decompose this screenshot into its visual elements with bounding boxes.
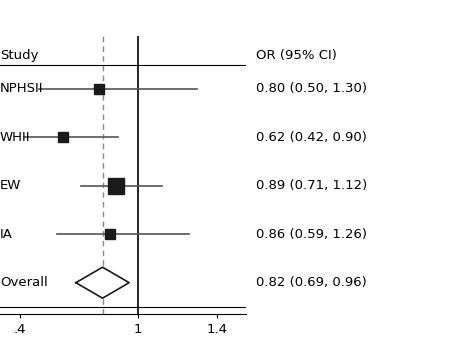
Text: 0.82 (0.69, 0.96): 0.82 (0.69, 0.96): [256, 276, 367, 289]
Text: WHII: WHII: [0, 131, 30, 144]
Text: 0.80 (0.50, 1.30): 0.80 (0.50, 1.30): [256, 82, 367, 95]
Text: Study: Study: [0, 49, 38, 61]
Text: 0.86 (0.59, 1.26): 0.86 (0.59, 1.26): [256, 228, 367, 241]
Text: EW: EW: [0, 179, 21, 192]
Text: 0.89 (0.71, 1.12): 0.89 (0.71, 1.12): [256, 179, 367, 192]
Text: OR (95% CI): OR (95% CI): [256, 49, 337, 61]
Text: 0.62 (0.42, 0.90): 0.62 (0.42, 0.90): [256, 131, 367, 144]
Text: NPHSII: NPHSII: [0, 82, 44, 95]
Polygon shape: [76, 267, 129, 298]
Text: Overall: Overall: [0, 276, 48, 289]
Text: IA: IA: [0, 228, 13, 241]
